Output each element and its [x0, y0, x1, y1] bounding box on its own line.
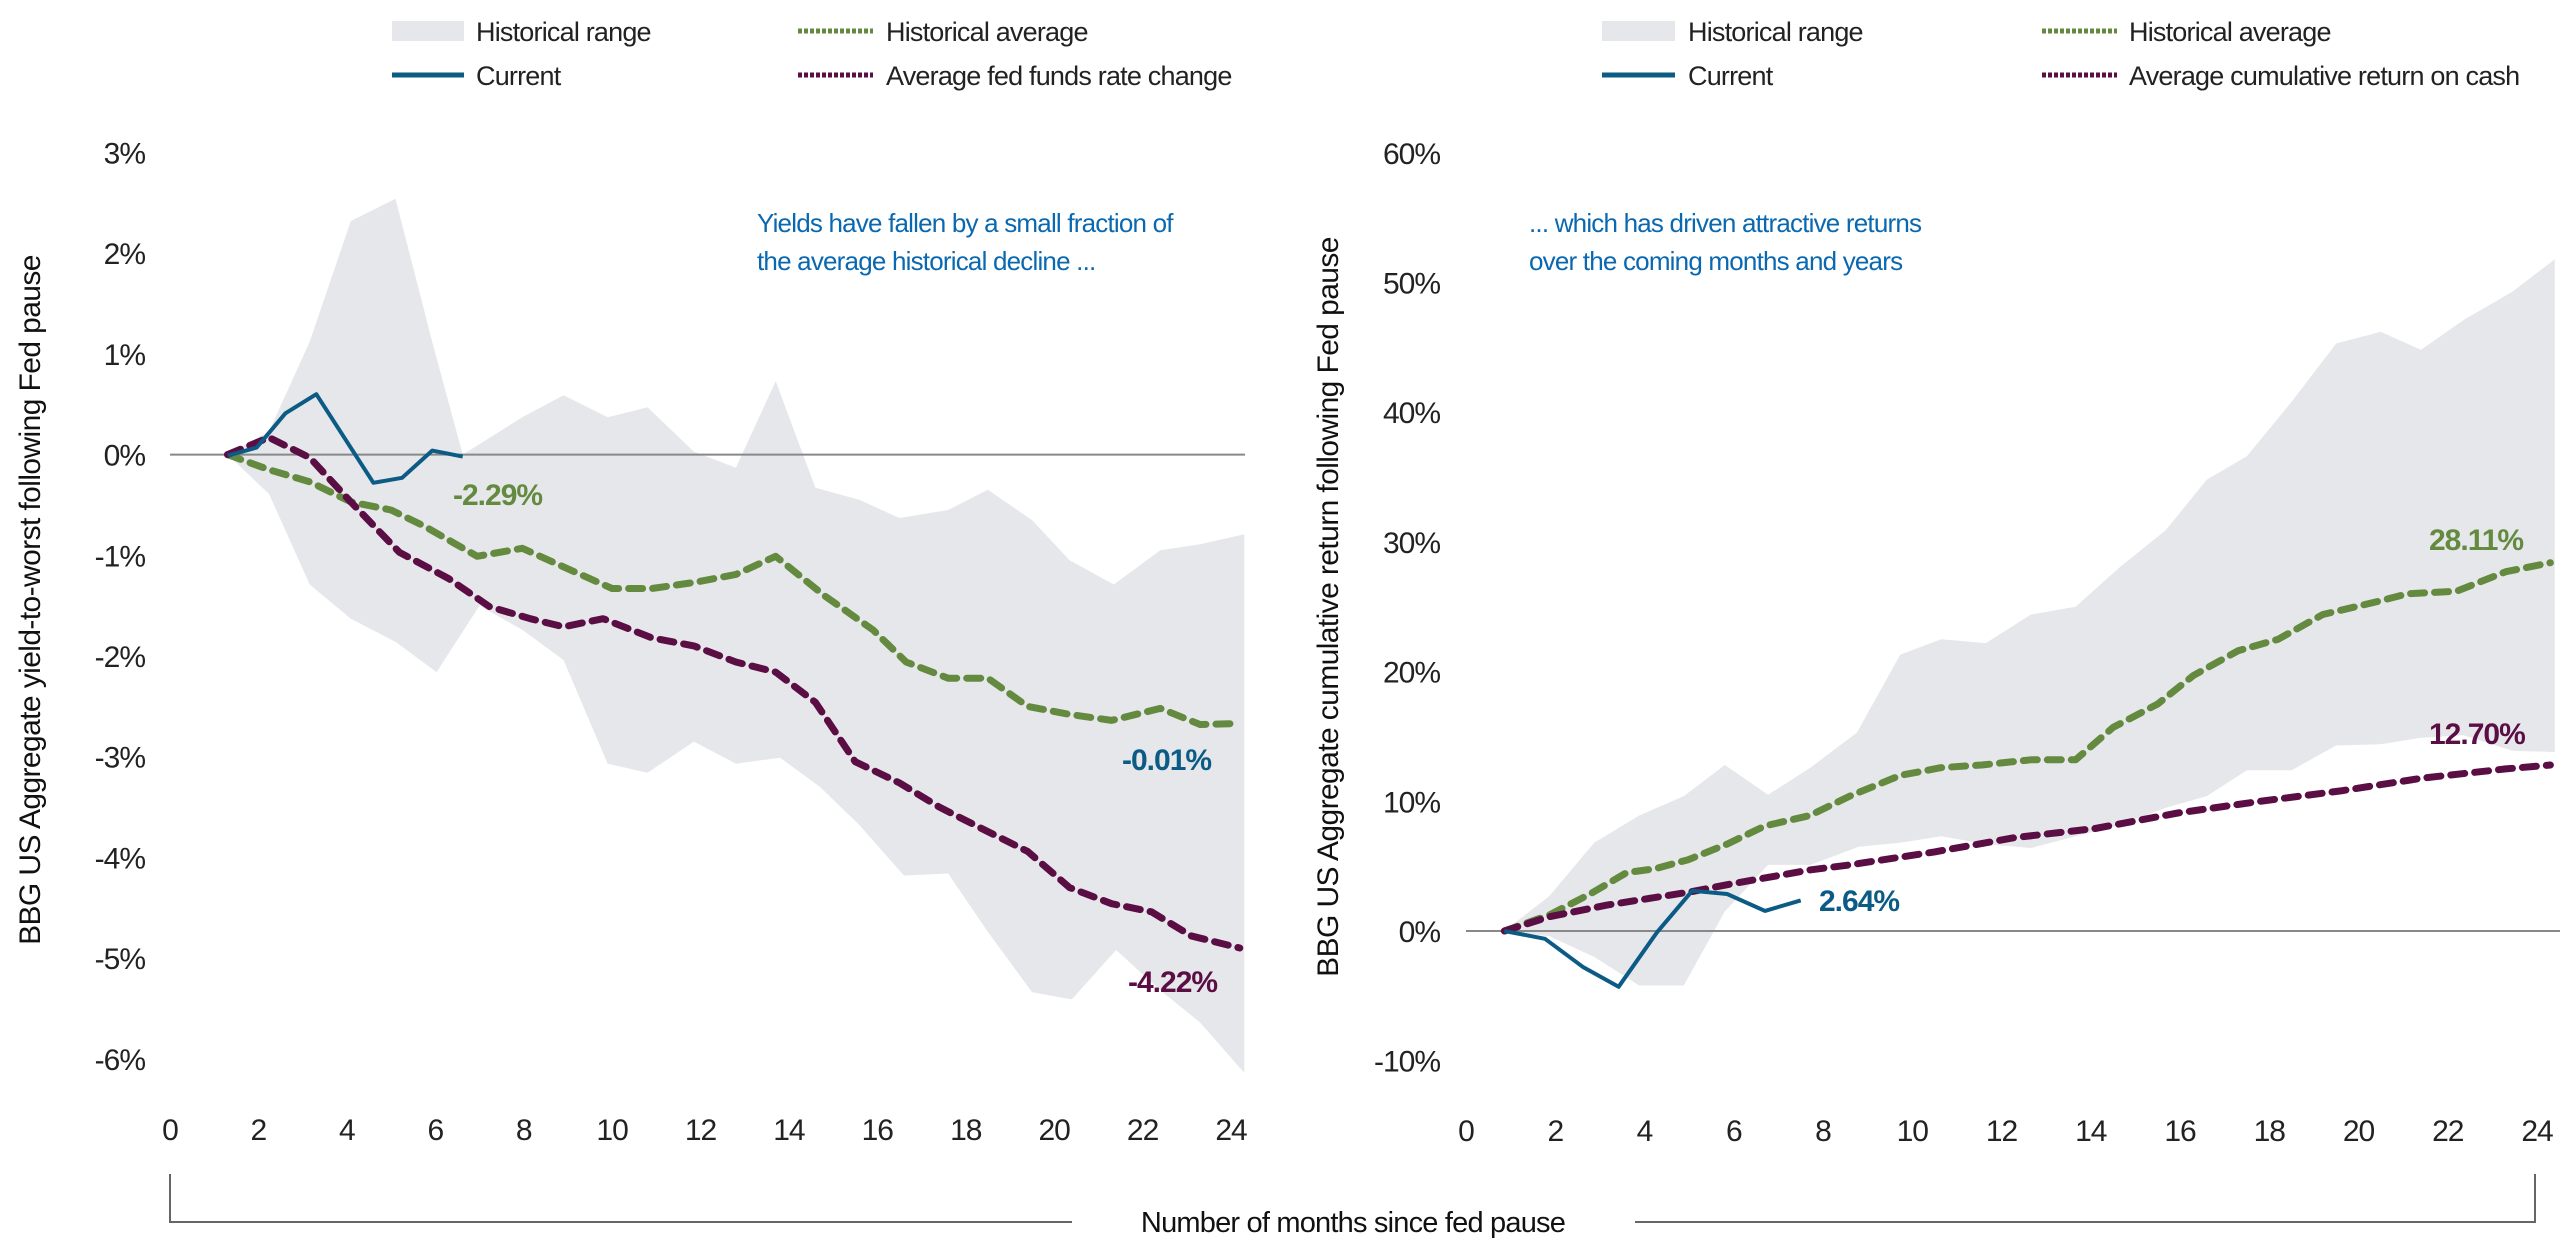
y-tick-label: 1%	[104, 339, 146, 372]
bracket-right	[1635, 1174, 2536, 1223]
x-tick-label: 12	[685, 1114, 717, 1147]
annotation-line-1: ... which has driven attractive returns	[1529, 208, 1922, 238]
current-value-label: -0.01%	[1122, 744, 1211, 777]
legend-swatch-range	[392, 21, 464, 41]
y-tick-label: 0%	[104, 440, 146, 473]
x-tick-label: 22	[2432, 1115, 2464, 1148]
x-tick-label: 20	[2343, 1115, 2375, 1148]
x-tick-label: 10	[1897, 1115, 1929, 1148]
y-tick-label: 30%	[1383, 527, 1440, 560]
x-tick-label: 4	[339, 1114, 355, 1147]
cash-return-line	[1500, 761, 2554, 935]
x-tick-label: 0	[162, 1114, 178, 1147]
annotation-right: ... which has driven attractive returns …	[1529, 208, 1923, 276]
y-tick-label: 10%	[1383, 786, 1440, 819]
y-axis-title-left: BBG US Aggregate yield-to-worst followin…	[14, 255, 47, 945]
x-tick-label: 8	[516, 1114, 532, 1147]
y-tick-label: -6%	[95, 1044, 146, 1077]
legend-label-current: Current	[476, 61, 562, 91]
x-axis-bracket: Number of months since fed pause	[169, 1174, 2536, 1239]
historical-range-area	[1504, 259, 2555, 986]
current-line	[1504, 888, 1802, 989]
historical-average-line	[1500, 559, 2554, 935]
historical-range-area	[227, 198, 1245, 1073]
historical-average-value-label: -2.29%	[453, 479, 542, 512]
x-axis-title: Number of months since fed pause	[1141, 1207, 1565, 1239]
legend-left: Historical range Historical average Curr…	[392, 17, 1232, 91]
x-tick-label: 16	[862, 1114, 894, 1147]
x-tick-label: 12	[1986, 1115, 2018, 1148]
chart-yield: 3%2%1%0%-1%-2%-3%-4%-5%-6%0 2 4 6 8 10 12 14 16 1…	[95, 138, 1248, 1148]
annotation-left: Yields have fallen by a small fraction o…	[757, 208, 1175, 276]
legend-label-current: Current	[1688, 61, 1774, 91]
y-tick-label: 40%	[1383, 397, 1440, 430]
y-tick-label: -2%	[95, 641, 146, 674]
annotation-line-2: over the coming months and years	[1529, 246, 1903, 276]
historical-average-value-label: 28.11%	[2429, 524, 2523, 557]
x-tick-label: 8	[1815, 1115, 1831, 1148]
x-tick-label: 24	[2521, 1115, 2553, 1148]
legend-label-fed-funds: Average fed funds rate change	[886, 61, 1232, 91]
x-tick-label: 22	[1127, 1114, 1159, 1147]
current-value-label: 2.64%	[1819, 885, 1899, 918]
x-tick-label: 20	[1039, 1114, 1071, 1147]
y-tick-label: 3%	[104, 138, 146, 171]
legend-swatch-range	[1602, 21, 1675, 41]
y-tick-label: -3%	[95, 742, 146, 775]
fed-funds-change-line	[224, 434, 1244, 952]
x-tick-label: 2	[1547, 1115, 1563, 1148]
bracket-left	[169, 1174, 1072, 1223]
x-tick-label: 18	[2254, 1115, 2286, 1148]
x-tick-label: 10	[596, 1114, 628, 1147]
legend-label-cash: Average cumulative return on cash	[2129, 61, 2519, 91]
historical-average-line	[224, 451, 1244, 728]
chart-return: 60%50%40%30%20%10%0%-10%0 2 4 6 8 10 12 14 16 18 2…	[1374, 138, 2560, 1148]
y-tick-label: -10%	[1374, 1046, 1440, 1079]
y-tick-label: 20%	[1383, 657, 1440, 690]
x-tick-label: 0	[1458, 1115, 1474, 1148]
x-tick-label: 6	[427, 1114, 443, 1147]
x-tick-label: 2	[251, 1114, 267, 1147]
legend-label-average: Historical average	[886, 17, 1088, 47]
y-tick-label: -4%	[95, 842, 146, 875]
y-tick-label: 50%	[1383, 268, 1440, 301]
x-tick-label: 14	[773, 1114, 805, 1147]
legend-label-range: Historical range	[1688, 17, 1863, 47]
y-tick-label: 60%	[1383, 138, 1440, 171]
x-tick-label: 18	[950, 1114, 982, 1147]
x-tick-label: 14	[2075, 1115, 2107, 1148]
x-tick-label: 6	[1726, 1115, 1742, 1148]
cash-return-value-label: 12.70%	[2429, 718, 2525, 751]
current-line	[227, 392, 464, 485]
annotation-line-1: Yields have fallen by a small fraction o…	[757, 208, 1174, 238]
y-tick-label: 2%	[104, 238, 146, 271]
fed-funds-change-value-label: -4.22%	[1128, 966, 1217, 999]
y-tick-label: -1%	[95, 540, 146, 573]
legend-label-average: Historical average	[2129, 17, 2331, 47]
annotation-line-2: the average historical decline ...	[757, 246, 1095, 276]
x-tick-label: 24	[1215, 1114, 1247, 1147]
x-tick-label: 16	[2164, 1115, 2196, 1148]
y-axis-title-right: BBG US Aggregate cumulative return follo…	[1312, 237, 1345, 977]
y-tick-label: -5%	[95, 943, 146, 976]
x-tick-label: 4	[1637, 1115, 1653, 1148]
legend-right: Historical range Historical average Curr…	[1602, 17, 2520, 91]
legend-label-range: Historical range	[476, 17, 651, 47]
y-tick-label: 0%	[1399, 916, 1441, 949]
